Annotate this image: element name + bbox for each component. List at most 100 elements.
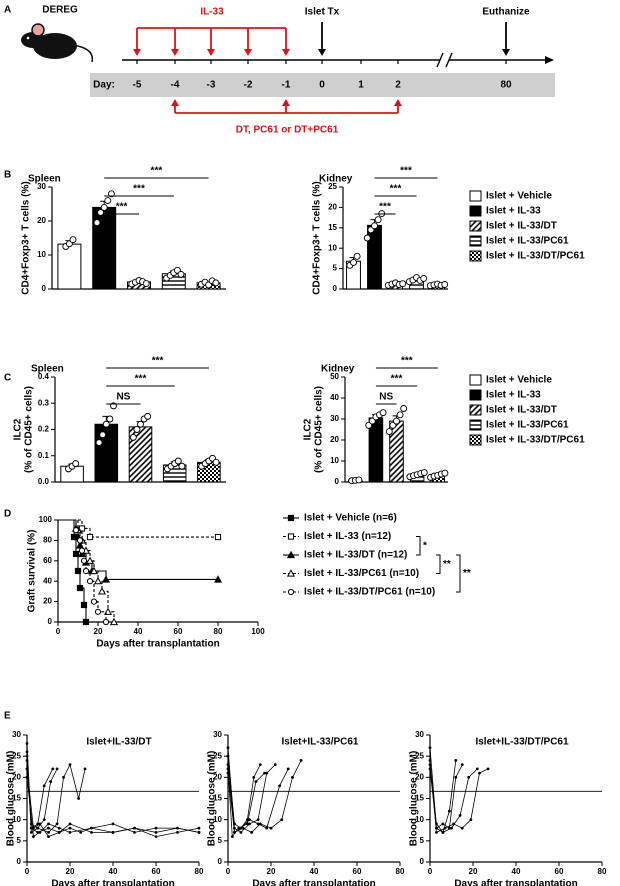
x-tick-label: 20 xyxy=(94,627,103,636)
marker xyxy=(93,576,103,585)
data-point xyxy=(97,209,105,216)
data-point xyxy=(154,830,158,834)
data-point xyxy=(286,767,290,771)
significance-label: NS xyxy=(116,392,130,403)
panel-letter: A xyxy=(4,5,11,16)
treatment-arrow-head xyxy=(244,49,252,56)
legend-label: Islet + IL-33/DT/PC61 (n=10) xyxy=(304,587,435,598)
data-point xyxy=(263,771,266,775)
data-point xyxy=(363,234,371,242)
data-point xyxy=(447,809,451,813)
bar xyxy=(367,224,382,290)
data-point xyxy=(400,405,408,412)
timeline-arrowhead xyxy=(545,56,554,64)
data-point xyxy=(133,830,136,834)
marker xyxy=(74,567,82,575)
panel-letter: D xyxy=(4,509,11,520)
marker xyxy=(78,547,86,554)
x-axis-label: Days after transplantation xyxy=(454,879,577,886)
data-point xyxy=(233,822,236,826)
data-point xyxy=(29,826,33,830)
x-axis-label: Days after transplantation xyxy=(51,879,174,886)
glucose-line xyxy=(26,751,86,834)
survival-line xyxy=(58,519,107,622)
legend-label: Islet + Vehicle (n=6) xyxy=(304,513,397,524)
x-tick-label: 40 xyxy=(512,867,521,876)
y-tick-label: 40 xyxy=(330,393,339,402)
data-point xyxy=(62,775,65,779)
data-point xyxy=(47,822,50,826)
y-tick-label: 0 xyxy=(420,857,425,866)
marker xyxy=(287,514,295,522)
data-point xyxy=(469,818,473,822)
y-tick-label: 0 xyxy=(48,617,53,626)
legend-swatch xyxy=(469,389,482,401)
data-point xyxy=(248,822,251,826)
significance-label: *** xyxy=(379,202,391,213)
data-point xyxy=(379,409,387,417)
day-label: -2 xyxy=(244,80,253,91)
y-tick-label: 20 xyxy=(328,203,337,212)
data-point xyxy=(154,835,158,838)
marker xyxy=(286,569,296,577)
data-point xyxy=(77,797,80,800)
data-point xyxy=(79,830,83,834)
marker xyxy=(101,575,111,583)
data-point xyxy=(269,826,273,830)
data-point xyxy=(197,826,201,830)
treatment-arrow-head xyxy=(207,49,215,56)
significance-label: * xyxy=(423,540,427,551)
marker xyxy=(85,556,95,564)
data-point xyxy=(38,830,42,834)
x-tick-label: 60 xyxy=(174,627,183,636)
y-tick-label: 30 xyxy=(213,730,222,739)
y-tick-label: 10 xyxy=(328,243,337,252)
data-point xyxy=(25,759,29,762)
y-axis-label: ILC2 xyxy=(13,418,24,440)
marker xyxy=(286,550,296,559)
day-band xyxy=(90,73,555,97)
significance-label: *** xyxy=(152,356,164,367)
data-point xyxy=(460,826,464,830)
data-point xyxy=(42,784,46,788)
data-point xyxy=(454,759,458,762)
x-tick-label: 60 xyxy=(152,867,161,876)
y-tick-label: 15 xyxy=(328,223,337,232)
data-point xyxy=(396,411,404,419)
y-tick-label: 5 xyxy=(17,836,22,845)
day-label: -5 xyxy=(133,80,142,91)
data-point xyxy=(454,775,458,779)
data-point xyxy=(478,771,481,775)
data-point xyxy=(93,219,101,227)
data-point xyxy=(280,818,284,822)
y-tick-label: 25 xyxy=(213,751,222,760)
marker xyxy=(287,533,295,540)
data-point xyxy=(142,280,150,288)
significance-label: *** xyxy=(135,374,147,385)
marker xyxy=(82,618,90,626)
data-point xyxy=(258,763,262,767)
data-point xyxy=(435,830,438,834)
legend-label: Islet + Vehicle xyxy=(486,375,552,386)
y-tick-label: 25 xyxy=(12,751,21,760)
data-point xyxy=(443,826,447,830)
x-axis-label: Days after transplantation xyxy=(96,639,219,650)
y-tick-label: 0 xyxy=(218,857,223,866)
data-point xyxy=(177,270,185,278)
marker xyxy=(76,537,84,544)
x-tick-label: 80 xyxy=(214,627,223,636)
y-tick-label: 0.4 xyxy=(38,372,50,381)
y-tick-label: 30 xyxy=(415,730,424,739)
significance-label: ** xyxy=(463,568,471,579)
significance-label: *** xyxy=(401,356,413,367)
data-point xyxy=(68,826,72,830)
data-point xyxy=(420,469,428,476)
y-tick-label: 25 xyxy=(328,182,337,191)
data-point xyxy=(245,822,249,826)
y-tick-label: 15 xyxy=(415,794,424,803)
legend-label: Islet + IL-33/PC61 xyxy=(486,420,569,431)
marker xyxy=(86,533,94,541)
data-point xyxy=(154,826,158,830)
data-point xyxy=(83,767,87,771)
marker xyxy=(76,584,84,592)
